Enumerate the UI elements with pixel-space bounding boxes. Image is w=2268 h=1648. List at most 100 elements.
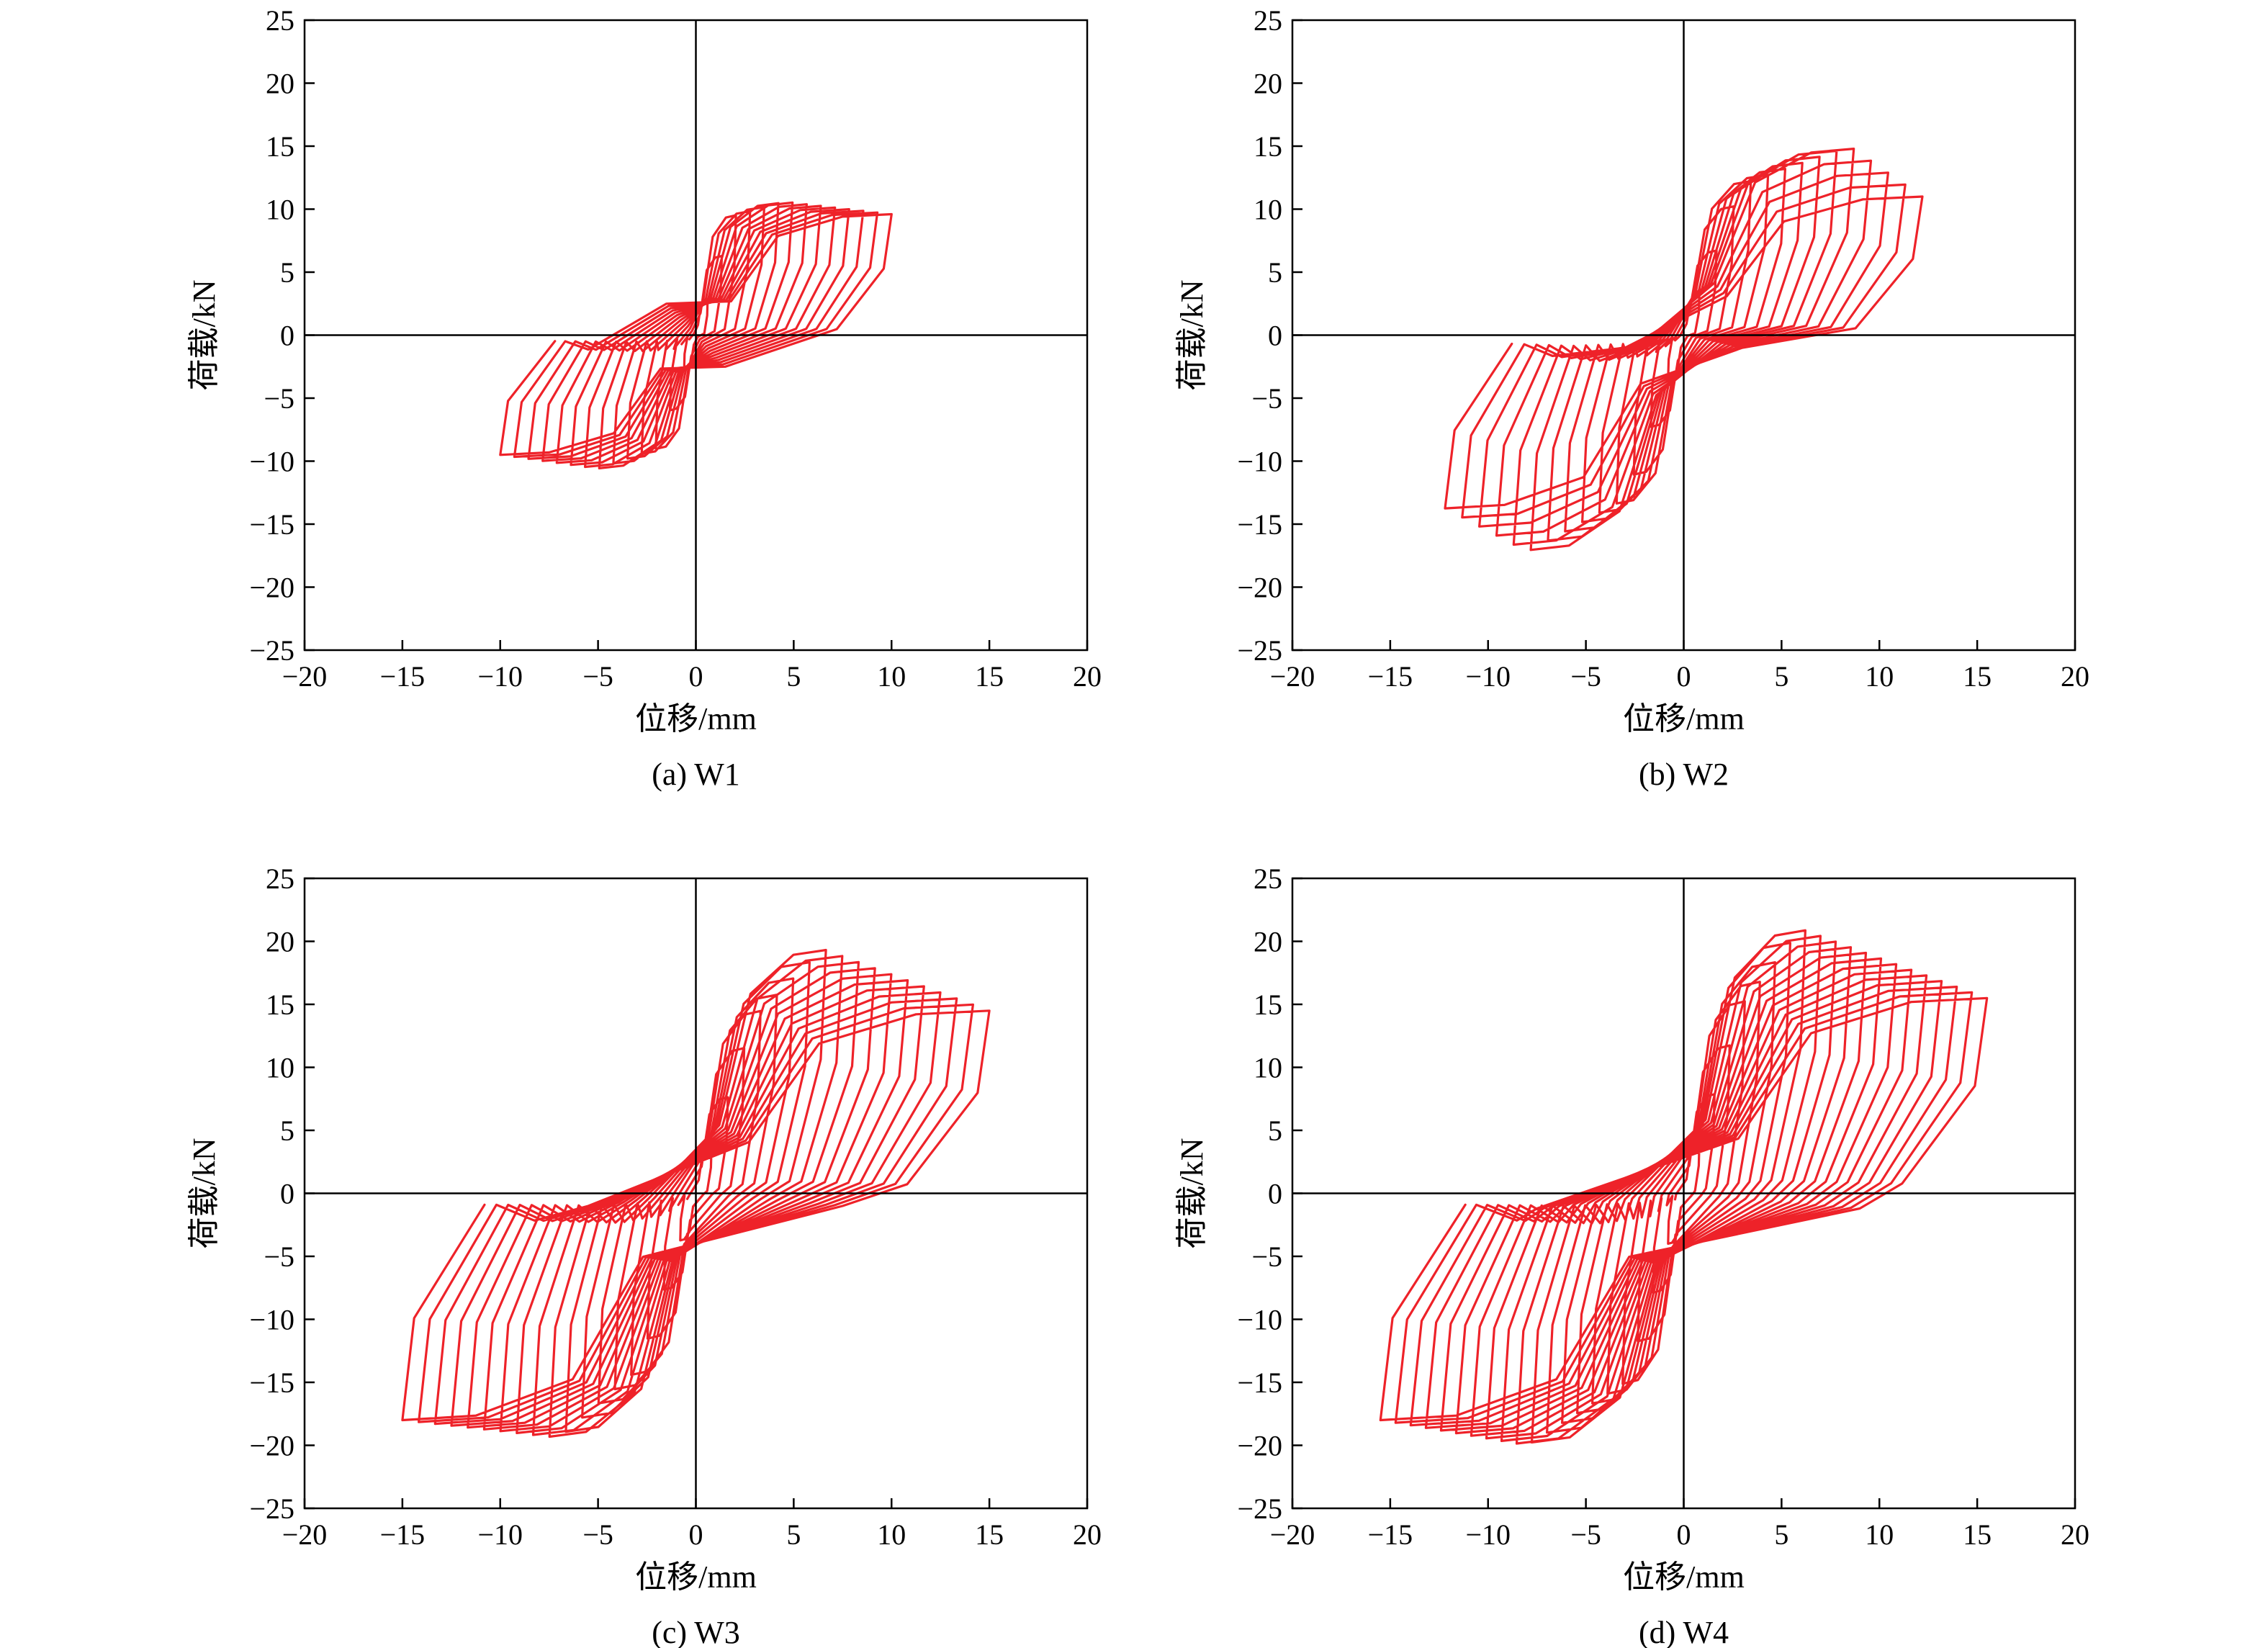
- y-tick-label: −20: [1237, 1430, 1282, 1462]
- y-tick-label: −15: [1237, 1366, 1282, 1399]
- x-tick-label: 15: [975, 660, 1004, 693]
- y-tick-label: 20: [266, 68, 294, 100]
- x-tick-label: 20: [2061, 660, 2089, 693]
- x-tick-label: −10: [1465, 1518, 1511, 1551]
- y-tick-label: 25: [1254, 863, 1282, 895]
- y-tick-label: −5: [264, 1240, 294, 1273]
- x-tick-label: 5: [1774, 1518, 1788, 1551]
- x-tick-label: −10: [477, 660, 523, 693]
- x-tick-label: −5: [582, 1518, 613, 1551]
- x-tick-label: 0: [689, 660, 703, 693]
- y-tick-label: 0: [280, 1178, 294, 1210]
- hysteresis-curve: [401, 948, 991, 1438]
- panel-caption: (b) W2: [1639, 757, 1729, 792]
- x-tick-label: 0: [689, 1518, 703, 1551]
- x-tick-label: −20: [282, 660, 328, 693]
- y-tick-label: 10: [266, 1052, 294, 1084]
- y-axis-title: 荷载/kN: [1174, 1138, 1210, 1249]
- y-tick-label: −20: [1237, 572, 1282, 604]
- y-tick-label: −5: [1251, 1240, 1282, 1273]
- x-tick-label: −5: [582, 660, 613, 693]
- x-axis-title: 位移/mm: [635, 701, 757, 737]
- panel-caption: (d) W4: [1639, 1615, 1729, 1648]
- chart-panel-2: −20 −15 −10 −5 0 5 10 15 20−25−20−15−10−50510152…: [1174, 4, 2089, 792]
- y-axis-title: 荷载/kN: [186, 280, 222, 391]
- y-tick-label: −10: [249, 1304, 294, 1336]
- y-tick-label: 15: [1254, 130, 1282, 163]
- x-tick-label: 0: [1677, 1518, 1691, 1551]
- x-tick-label: 20: [1073, 1518, 1102, 1551]
- x-tick-label: −20: [1270, 1518, 1315, 1551]
- y-tick-label: 15: [1254, 989, 1282, 1021]
- panel-caption: (c) W3: [652, 1615, 740, 1648]
- hysteresis-curve: [1444, 148, 1924, 551]
- x-tick-label: 10: [877, 1518, 906, 1551]
- y-tick-label: −10: [1237, 1304, 1282, 1336]
- panel-caption: (a) W1: [652, 757, 740, 792]
- x-axis-title: 位移/mm: [1623, 1559, 1745, 1595]
- y-tick-label: −25: [1237, 634, 1282, 667]
- x-tick-label: −15: [1368, 1518, 1413, 1551]
- chart-panel-4: −20 −15 −10 −5 0 5 10 15 20−25−20−15−10−50510152…: [1174, 863, 2089, 1648]
- y-tick-label: 5: [1268, 1115, 1282, 1147]
- x-tick-label: 20: [1073, 660, 1102, 693]
- x-tick-label: 15: [1963, 1518, 1992, 1551]
- y-tick-label: 5: [280, 1115, 294, 1147]
- y-tick-label: 15: [266, 989, 294, 1021]
- y-tick-label: 0: [280, 320, 294, 352]
- chart-panel-1: −20 −15 −10 −5 0 5 10 15 20−25−20−15−10−50510152…: [186, 4, 1102, 792]
- y-tick-label: 0: [1268, 320, 1282, 352]
- x-axis-title: 位移/mm: [1623, 701, 1745, 737]
- y-tick-label: 0: [1268, 1178, 1282, 1210]
- x-tick-label: −10: [477, 1518, 523, 1551]
- x-tick-label: −15: [380, 1518, 426, 1551]
- y-tick-label: −15: [1237, 508, 1282, 541]
- x-tick-label: 5: [1774, 660, 1788, 693]
- x-tick-label: 5: [786, 660, 801, 693]
- y-tick-label: 20: [266, 926, 294, 958]
- chart-panel-3: −20 −15 −10 −5 0 5 10 15 20−25−20−15−10−50510152…: [186, 863, 1102, 1648]
- x-tick-label: −5: [1570, 1518, 1601, 1551]
- x-tick-label: 0: [1677, 660, 1691, 693]
- y-tick-label: 20: [1254, 926, 1282, 958]
- x-tick-label: −20: [1270, 660, 1315, 693]
- y-axis-title: 荷载/kN: [186, 1138, 222, 1249]
- y-tick-label: −15: [249, 508, 294, 541]
- y-tick-label: 10: [1254, 1052, 1282, 1084]
- x-tick-label: 20: [2061, 1518, 2089, 1551]
- y-axis-title: 荷载/kN: [1174, 280, 1210, 391]
- x-tick-label: 10: [877, 660, 906, 693]
- y-tick-label: 25: [266, 4, 294, 37]
- x-tick-label: −20: [282, 1518, 328, 1551]
- y-tick-label: −25: [1237, 1492, 1282, 1525]
- hysteresis-curve: [1379, 929, 1989, 1445]
- y-tick-label: 25: [1254, 4, 1282, 37]
- x-tick-label: −10: [1465, 660, 1511, 693]
- hysteresis-curve: [499, 201, 893, 469]
- y-tick-label: 5: [1268, 256, 1282, 289]
- y-tick-label: −25: [249, 634, 294, 667]
- x-axis-title: 位移/mm: [635, 1559, 757, 1595]
- y-tick-label: −25: [249, 1492, 294, 1525]
- y-tick-label: −5: [264, 382, 294, 415]
- y-tick-label: 5: [280, 256, 294, 289]
- y-tick-label: 10: [266, 194, 294, 226]
- y-tick-label: 20: [1254, 68, 1282, 100]
- x-tick-label: 10: [1865, 660, 1894, 693]
- x-tick-label: −5: [1570, 660, 1601, 693]
- x-tick-label: 15: [975, 1518, 1004, 1551]
- x-tick-label: −15: [1368, 660, 1413, 693]
- x-tick-label: 5: [786, 1518, 801, 1551]
- y-tick-label: 10: [1254, 194, 1282, 226]
- x-tick-label: 10: [1865, 1518, 1894, 1551]
- x-tick-label: −15: [380, 660, 426, 693]
- y-tick-label: 25: [266, 863, 294, 895]
- y-tick-label: −20: [249, 572, 294, 604]
- y-tick-label: −5: [1251, 382, 1282, 415]
- x-tick-label: 15: [1963, 660, 1992, 693]
- y-tick-label: 15: [266, 130, 294, 163]
- y-tick-label: −10: [249, 446, 294, 478]
- y-tick-label: −20: [249, 1430, 294, 1462]
- y-tick-label: −15: [249, 1366, 294, 1399]
